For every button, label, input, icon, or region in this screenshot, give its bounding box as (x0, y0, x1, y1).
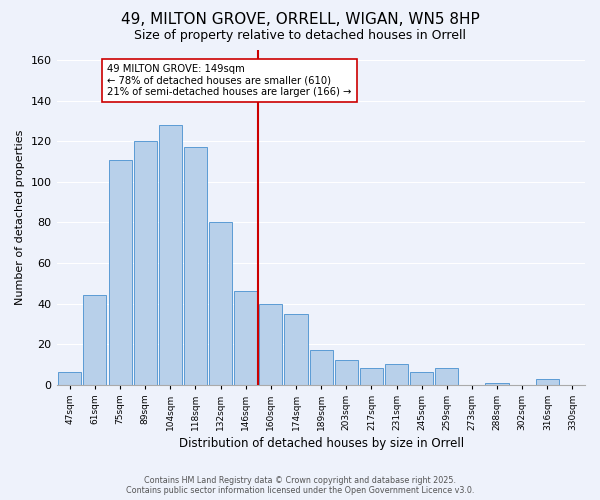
Bar (134, 142, 157, 384)
Bar (109, 160, 131, 384)
Bar (259, 304, 283, 384)
X-axis label: Distribution of detached houses by size in Orrell: Distribution of detached houses by size … (179, 437, 464, 450)
Bar (536, 378, 559, 384)
Text: Contains HM Land Registry data © Crown copyright and database right 2025.
Contai: Contains HM Land Registry data © Crown c… (126, 476, 474, 495)
Bar (234, 292, 257, 384)
Bar (209, 222, 232, 384)
Bar (385, 364, 408, 384)
Text: Size of property relative to detached houses in Orrell: Size of property relative to detached ho… (134, 29, 466, 42)
Y-axis label: Number of detached properties: Number of detached properties (15, 130, 25, 305)
Bar (83, 296, 106, 384)
Bar (435, 368, 458, 384)
Bar (335, 360, 358, 384)
Bar (410, 372, 433, 384)
Bar (485, 382, 509, 384)
Bar (284, 314, 308, 384)
Bar (159, 125, 182, 384)
Text: 49 MILTON GROVE: 149sqm
← 78% of detached houses are smaller (610)
21% of semi-d: 49 MILTON GROVE: 149sqm ← 78% of detache… (107, 64, 352, 98)
Bar (58, 372, 82, 384)
Bar (360, 368, 383, 384)
Bar (184, 148, 207, 384)
Bar (310, 350, 332, 384)
Text: 49, MILTON GROVE, ORRELL, WIGAN, WN5 8HP: 49, MILTON GROVE, ORRELL, WIGAN, WN5 8HP (121, 12, 479, 28)
